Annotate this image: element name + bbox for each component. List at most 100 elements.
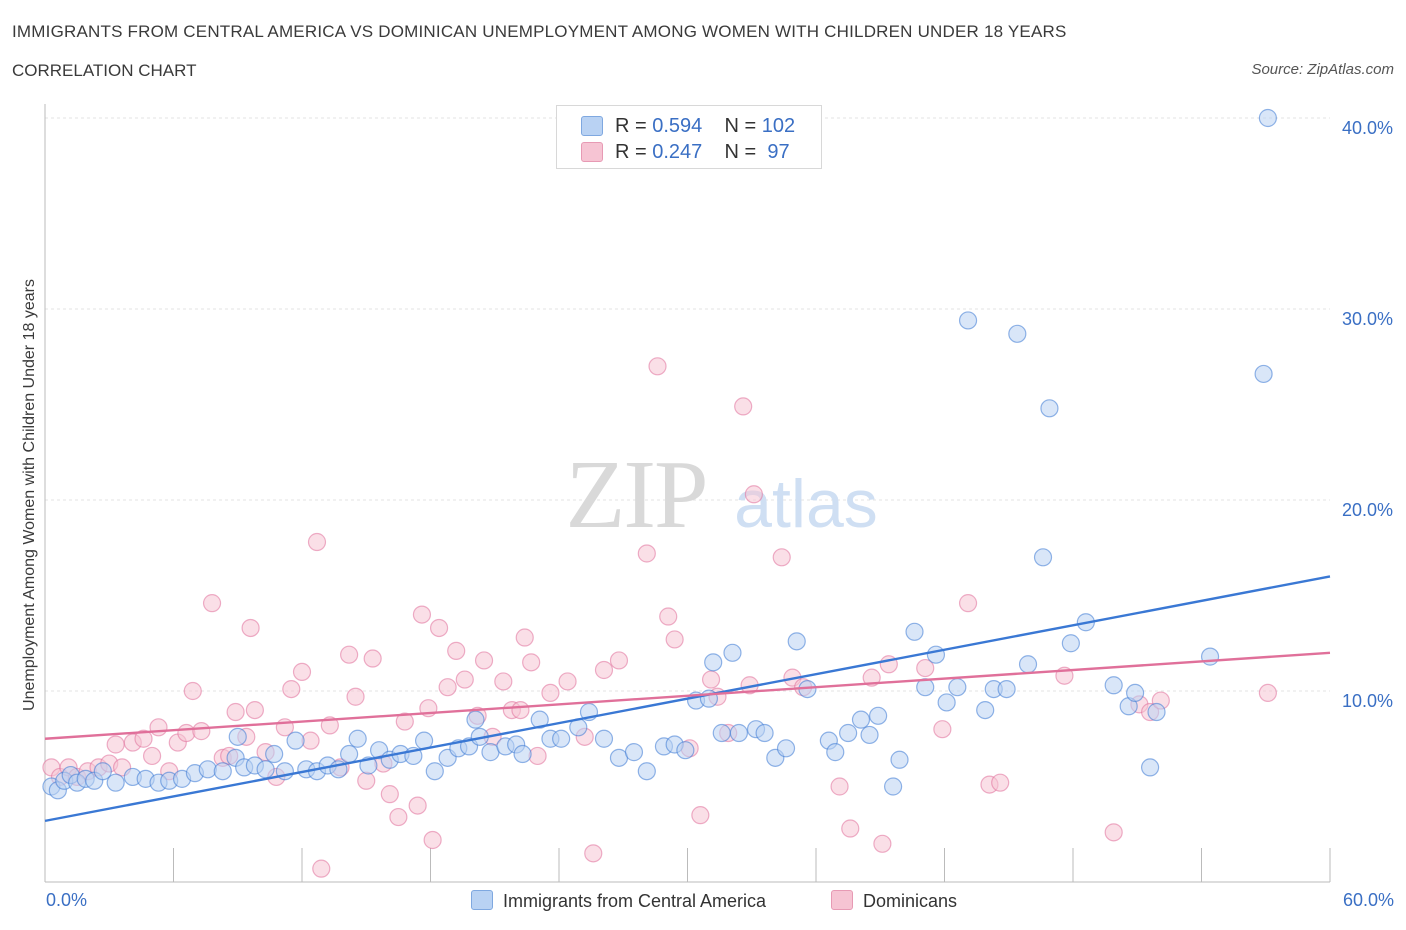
- dominican-point: [245, 700, 264, 720]
- central-america-point: [1200, 647, 1220, 666]
- dominican-point: [701, 670, 721, 689]
- dominican-point: [659, 607, 678, 626]
- central-america-point: [198, 760, 217, 779]
- dominican-point: [648, 357, 667, 376]
- central-america-point: [552, 729, 571, 748]
- central-america-point: [1008, 324, 1027, 343]
- central-america-point: [1018, 655, 1038, 674]
- dominican-point: [474, 651, 494, 670]
- central-america-point: [106, 773, 125, 792]
- dominican-point: [1104, 823, 1123, 842]
- legend-swatch-pink: [831, 890, 853, 910]
- dominican-point: [1258, 683, 1277, 703]
- legend-swatch-blue: [581, 116, 603, 136]
- central-america-point: [425, 762, 444, 781]
- dominican-point: [594, 660, 614, 680]
- dominican-point: [307, 532, 327, 552]
- central-america-point: [826, 743, 845, 762]
- central-america-point: [860, 725, 879, 745]
- central-america-point: [1104, 676, 1123, 695]
- central-america-point: [937, 693, 956, 712]
- dominican-point: [637, 544, 656, 563]
- central-america-point: [776, 739, 796, 758]
- legend-item-dominicans: Dominicans: [831, 890, 957, 914]
- central-america-point: [723, 643, 742, 662]
- n-value: 97: [761, 141, 790, 163]
- dominican-point: [772, 548, 791, 567]
- dominican-point: [380, 785, 399, 804]
- legend-label: Dominicans: [863, 891, 958, 911]
- dominican-point: [142, 746, 162, 766]
- central-america-point: [213, 762, 232, 781]
- central-america-point: [530, 710, 549, 729]
- central-america-point: [997, 679, 1016, 699]
- central-america-point: [729, 723, 749, 743]
- central-america-point: [704, 653, 723, 672]
- central-america-point: [340, 744, 359, 764]
- central-america-point: [286, 731, 305, 750]
- y-tick-label: 10.0%: [1342, 691, 1393, 711]
- central-america-point: [228, 727, 247, 746]
- dominican-point: [515, 628, 534, 647]
- dominican-point: [395, 712, 414, 731]
- central-america-point: [948, 678, 967, 697]
- dominican-point: [357, 771, 376, 790]
- dominican-point: [149, 718, 168, 737]
- central-america-point: [890, 750, 909, 769]
- legend-swatch-blue: [471, 890, 493, 910]
- dominican-point: [744, 485, 763, 504]
- y-tick-label: 30.0%: [1342, 309, 1393, 329]
- dominican-point: [312, 859, 331, 878]
- dominican-point: [192, 722, 211, 741]
- dominican-point: [873, 834, 892, 853]
- central-america-trend-line: [44, 575, 1331, 823]
- dominican-point: [438, 678, 457, 697]
- dominican-point: [841, 819, 860, 838]
- legend-label: Immigrants from Central America: [503, 891, 767, 911]
- dominican-point: [511, 700, 530, 720]
- central-america-point: [594, 729, 614, 748]
- dominican-point: [282, 679, 301, 699]
- dominican-point: [346, 687, 365, 706]
- dominican-point: [528, 746, 547, 766]
- watermark-atlas: atlas: [734, 466, 878, 542]
- central-america-point: [787, 632, 806, 651]
- y-tick-label: 40.0%: [1342, 118, 1393, 138]
- dominicans-trend-line: [44, 651, 1331, 740]
- central-america-point: [839, 723, 858, 743]
- central-america-point: [1147, 702, 1166, 722]
- central-america-point: [1254, 364, 1273, 384]
- dominican-point: [183, 681, 202, 701]
- central-america-point: [265, 744, 284, 764]
- dominican-point: [226, 702, 245, 722]
- central-america-point: [256, 760, 275, 779]
- legend-item-central-america: Immigrants from Central America: [471, 890, 766, 914]
- central-america-point: [1061, 634, 1080, 653]
- dominican-point: [408, 796, 427, 815]
- y-tick-label: 20.0%: [1342, 500, 1393, 520]
- dominican-point: [106, 735, 125, 754]
- central-america-point: [676, 741, 695, 760]
- dominican-point: [389, 807, 408, 827]
- dominican-point: [292, 662, 312, 682]
- central-america-point: [637, 762, 656, 781]
- central-america-point: [976, 700, 995, 720]
- dominican-point: [916, 658, 935, 678]
- x-max-label: 60.0%: [1342, 890, 1394, 910]
- dominican-point: [412, 605, 432, 624]
- dominican-point: [447, 641, 466, 660]
- trend-lines: [44, 575, 1331, 823]
- central-america-point: [712, 723, 731, 743]
- central-america-point: [1040, 399, 1059, 418]
- central-america-point: [624, 743, 644, 762]
- dominican-point: [455, 670, 474, 689]
- central-america-point: [466, 710, 485, 729]
- central-america-point: [926, 645, 946, 664]
- central-america-point: [1140, 758, 1160, 777]
- central-america-point: [755, 723, 774, 743]
- dominican-point: [177, 723, 196, 743]
- stats-legend: R = 0.594 N = 102 R = 0.247 N = 97: [556, 105, 822, 169]
- central-america-point: [513, 744, 532, 764]
- dominican-point: [340, 645, 359, 664]
